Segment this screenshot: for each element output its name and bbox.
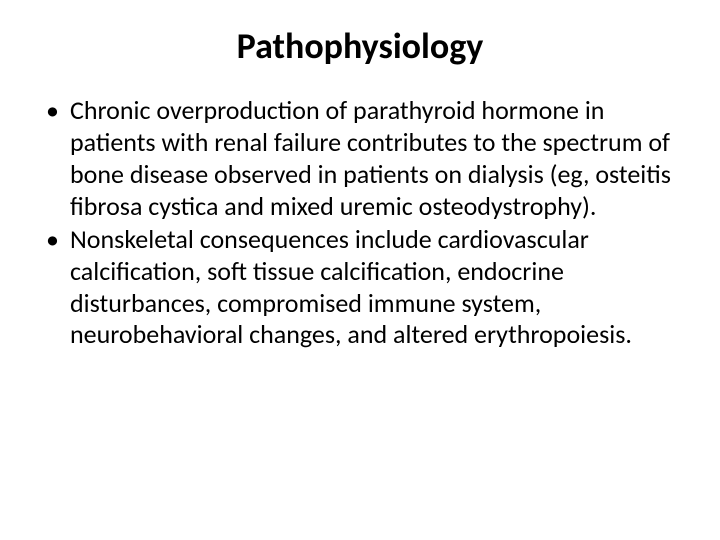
list-item: Nonskeletal consequences include cardiov…: [42, 224, 684, 351]
list-item: Chronic overproduction of parathyroid ho…: [42, 95, 684, 222]
slide: Pathophysiology Chronic overproduction o…: [0, 0, 720, 540]
slide-title: Pathophysiology: [36, 26, 684, 67]
bullet-list: Chronic overproduction of parathyroid ho…: [42, 95, 684, 351]
